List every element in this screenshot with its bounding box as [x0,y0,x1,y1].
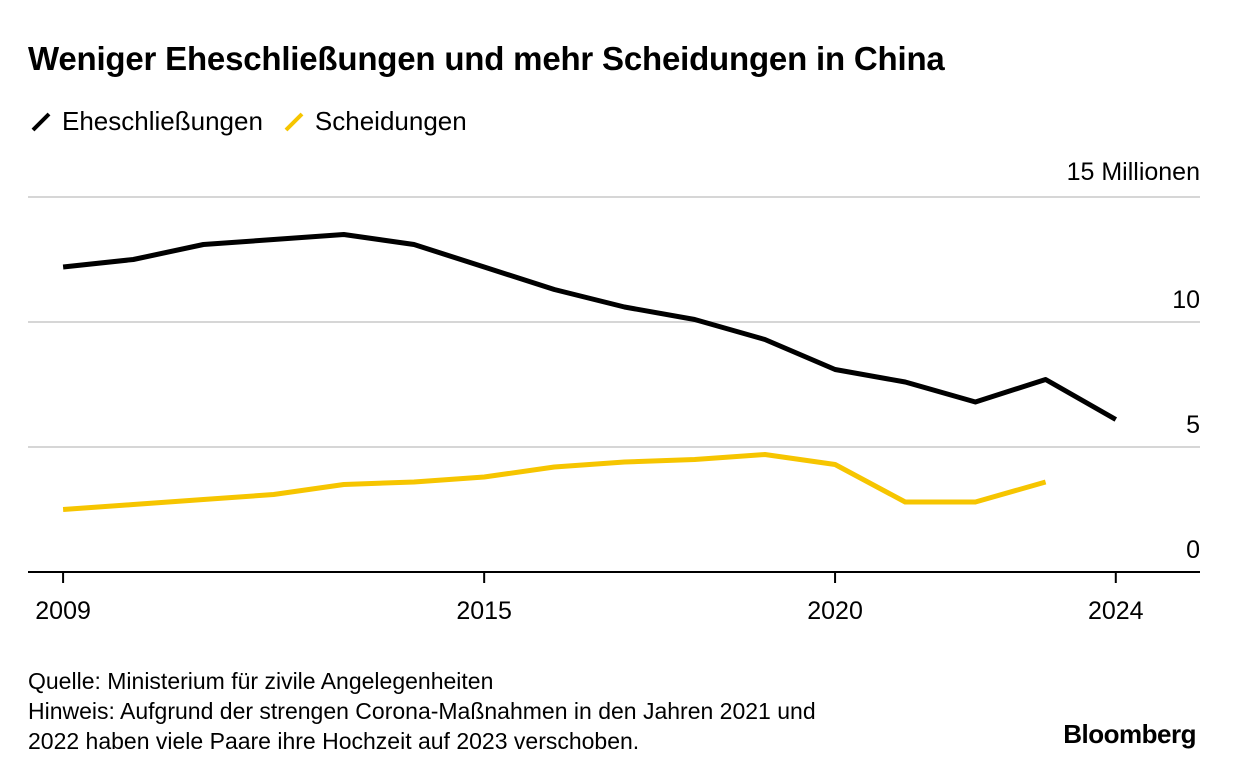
chart-title: Weniger Eheschließungen und mehr Scheidu… [28,40,945,77]
legend-label-eheschliessungen: Eheschließungen [62,106,263,136]
legend-item-scheidungen: Scheidungen [283,106,467,137]
chart-footer: Quelle: Ministerium für zivile Angelegen… [28,666,816,756]
series-line-scheidungen [62,452,1047,512]
hinweis-line-1: Hinweis: Aufgrund der strengen Corona-Ma… [28,698,816,724]
y-tick-label-0: 0 [1186,536,1200,564]
y-tick-label-5: 5 [1186,411,1200,439]
line-chart: 0 5 10 15 Millionen 2009 2015 2020 2024 [28,158,1200,625]
x-tick-label-2009: 2009 [35,597,91,625]
legend: Eheschließungen Scheidungen [30,106,487,137]
x-tick-label-2024: 2024 [1088,597,1144,625]
legend-item-eheschliessungen: Eheschließungen [30,106,263,137]
x-tick-label-2020: 2020 [807,597,863,625]
series-line-eheschließungen [62,232,1118,422]
bloomberg-logo: Bloomberg [1063,719,1196,749]
legend-swatch-scheidungen [284,112,304,131]
source-note: Quelle: Ministerium für zivile Angelegen… [28,668,494,694]
x-tick-label-2015: 2015 [456,597,512,625]
hinweis-line-2: 2022 haben viele Paare ihre Hochzeit auf… [28,728,640,754]
legend-label-scheidungen: Scheidungen [314,106,467,136]
y-unit-label: 15 Millionen [1067,158,1200,186]
y-tick-label-10: 10 [1172,286,1200,314]
legend-swatch-eheschliessungen [31,112,51,131]
